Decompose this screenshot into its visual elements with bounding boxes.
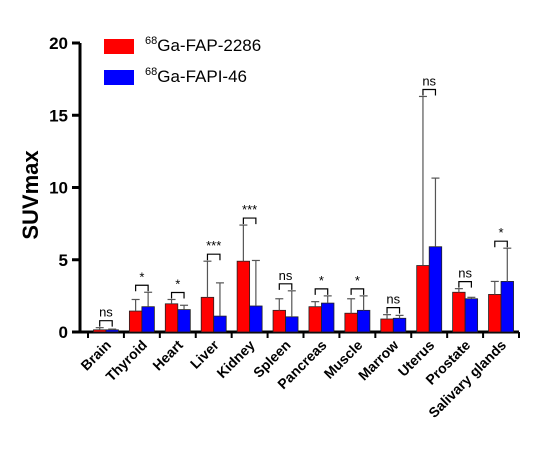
significance-label: ns <box>279 268 293 283</box>
significance-label: ns <box>458 266 472 281</box>
bar-fap2286 <box>200 296 215 333</box>
y-axis-title: SUVmax <box>18 150 43 240</box>
significance-bracket <box>170 291 185 299</box>
significance-label: *** <box>242 202 257 217</box>
significance-bracket <box>386 307 401 314</box>
bar-fapi46 <box>464 298 479 333</box>
bar-fapi46 <box>141 306 155 333</box>
significance-label: * <box>139 269 144 284</box>
bar-fap2286 <box>452 291 466 333</box>
bar-fapi46 <box>105 329 119 333</box>
bar-fap2286 <box>272 309 286 333</box>
significance-bracket <box>458 281 472 288</box>
legend-swatch-fap2286 <box>104 39 134 54</box>
significance-bracket <box>494 240 508 248</box>
significance-bracket <box>350 288 365 295</box>
bar-fap2286 <box>128 310 143 333</box>
bar-fap2286 <box>93 329 107 333</box>
significance-bracket <box>242 217 257 225</box>
bar-fap2286 <box>344 312 358 333</box>
significance-label: ns <box>386 292 400 307</box>
significance-label: * <box>175 276 180 291</box>
y-tick-label: 20 <box>49 34 68 53</box>
bar-fap2286 <box>488 294 502 333</box>
significance-bracket <box>314 288 329 295</box>
significance-bracket <box>278 283 293 290</box>
significance-bracket <box>206 253 221 261</box>
significance-label: ns <box>99 305 113 320</box>
bar-fapi46 <box>285 316 299 333</box>
significance-bracket <box>99 320 113 327</box>
y-tick-label: 5 <box>59 251 68 270</box>
bar-fap2286 <box>308 306 322 333</box>
bar-fap2286 <box>164 303 179 333</box>
significance-label: * <box>499 225 504 240</box>
category-label: Kidney <box>213 337 257 381</box>
bar-fapi46 <box>356 309 371 333</box>
y-tick-label: 15 <box>49 106 68 125</box>
bar-fapi46 <box>428 246 443 333</box>
bar-fap2286 <box>380 318 394 333</box>
y-tick-label: 0 <box>59 323 68 342</box>
bar-fap2286 <box>236 260 251 333</box>
bar-fapi46 <box>213 315 227 333</box>
legend: 68Ga-FAP-2286 68Ga-FAPI-46 <box>104 35 261 86</box>
significance-bracket <box>422 88 437 96</box>
bar-fapi46 <box>177 309 191 333</box>
bar-fap2286 <box>416 265 430 333</box>
significance-label: * <box>319 273 324 288</box>
significance-label: ns <box>422 73 436 88</box>
y-tick-label: 10 <box>49 179 68 198</box>
bar-fapi46 <box>249 305 263 333</box>
category-label: Heart <box>149 337 186 374</box>
legend-label-fap2286: 68Ga-FAP-2286 <box>145 35 261 55</box>
significance-label: *** <box>206 238 221 253</box>
legend-swatch-fapi46 <box>104 70 134 85</box>
bar-fapi46 <box>392 317 407 333</box>
significance-label: * <box>355 273 360 288</box>
bar-fapi46 <box>500 281 514 333</box>
legend-label-fapi46: 68Ga-FAPI-46 <box>145 66 247 86</box>
category-label: Marrow <box>355 337 402 384</box>
significance-bracket <box>135 284 149 292</box>
bar-fapi46 <box>321 302 335 333</box>
